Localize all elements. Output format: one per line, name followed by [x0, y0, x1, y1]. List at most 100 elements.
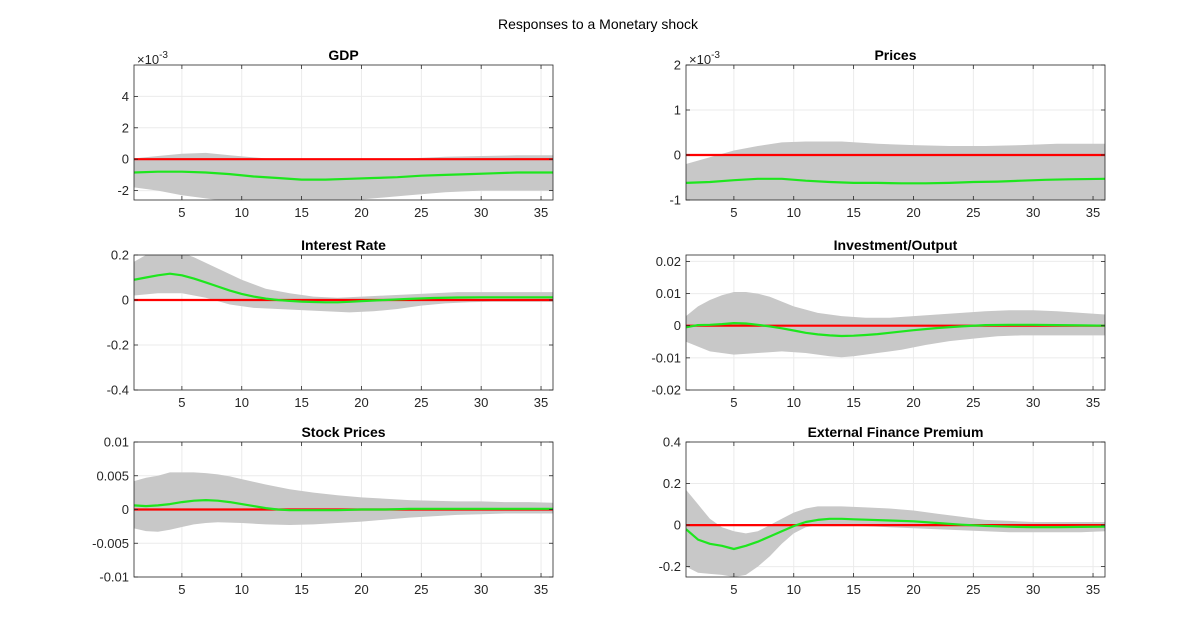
axes-box — [133, 254, 554, 391]
exponent-base: ×10 — [689, 52, 711, 67]
impulse-response-line — [686, 322, 1105, 338]
y-tick-label: 0.005 — [96, 468, 129, 483]
y-tick-label: 1 — [674, 103, 681, 118]
y-tick-label: 0 — [122, 152, 129, 167]
x-tick-label: 35 — [1086, 395, 1100, 410]
x-tick-label: 25 — [966, 395, 980, 410]
y-tick-label: -0.2 — [107, 338, 129, 353]
confidence-band — [134, 152, 553, 200]
x-tick-label: 10 — [787, 582, 801, 597]
y-tick-label: 0 — [674, 518, 681, 533]
x-tick-label: 15 — [846, 395, 860, 410]
exponent-power: -3 — [711, 50, 720, 61]
panel-prices: 5 10 15 20 25 30 35 -1 0 1 2 Prices ×10-3 — [669, 47, 1106, 220]
y-tick-label: 0.4 — [663, 435, 681, 450]
x-tick-label: 35 — [1086, 582, 1100, 597]
x-tick-label: 30 — [1026, 205, 1040, 220]
exponent-power: -3 — [159, 50, 168, 61]
impulse-response-line — [134, 272, 553, 304]
exponent-label: ×10-3 — [137, 50, 168, 67]
y-tick-label: 0 — [674, 318, 681, 333]
y-tick-label: 4 — [122, 89, 129, 104]
y-tick-label: 0.2 — [663, 476, 681, 491]
x-tick-label: 5 — [730, 582, 737, 597]
y-tick-label: -0.005 — [92, 536, 129, 551]
impulse-response-line — [686, 517, 1105, 551]
panel-title: Stock Prices — [301, 424, 385, 440]
y-tick-label: 0 — [122, 502, 129, 517]
panel-title: Interest Rate — [301, 237, 386, 253]
panel-external-finance-premium: 5 10 15 20 25 30 35 -0.2 0 0.2 0.4 External Finance… — [659, 424, 1106, 597]
x-tick-label: 20 — [906, 205, 920, 220]
axes-box — [685, 64, 1106, 201]
panel-title: External Finance Premium — [808, 424, 984, 440]
panel-gdp: 5 10 15 20 25 30 35 -2 0 2 4 GDP ×10-3 — [117, 47, 554, 220]
axes-box — [685, 441, 1106, 578]
y-tick-label: -0.01 — [651, 350, 681, 365]
y-tick-label: 2 — [674, 58, 681, 73]
x-tick-label: 5 — [178, 582, 185, 597]
x-tick-label: 35 — [534, 582, 548, 597]
x-tick-label: 25 — [414, 205, 428, 220]
x-tick-label: 15 — [294, 582, 308, 597]
axes-box — [685, 254, 1106, 391]
plot-layer — [134, 152, 553, 200]
axes-box — [133, 64, 554, 201]
x-tick-label: 15 — [846, 582, 860, 597]
impulse-response-line — [686, 177, 1105, 185]
y-tick-label: 0.01 — [656, 286, 681, 301]
x-tick-label: 5 — [178, 395, 185, 410]
x-tick-label: 30 — [474, 395, 488, 410]
y-tick-label: -0.02 — [651, 383, 681, 398]
x-tick-label: 30 — [474, 582, 488, 597]
y-tick-label: -1 — [669, 193, 681, 208]
x-tick-label: 10 — [787, 205, 801, 220]
x-tick-label: 20 — [906, 395, 920, 410]
plot-layer — [686, 292, 1105, 358]
panel-title: Prices — [874, 47, 916, 63]
x-tick-label: 30 — [1026, 582, 1040, 597]
x-tick-label: 25 — [966, 205, 980, 220]
y-tick-label: 0.2 — [111, 248, 129, 263]
x-tick-label: 30 — [474, 205, 488, 220]
x-tick-label: 20 — [354, 395, 368, 410]
y-tick-label: 2 — [122, 120, 129, 135]
x-tick-label: 35 — [534, 205, 548, 220]
figure-title: Responses to a Monetary shock — [498, 16, 699, 32]
x-tick-label: 10 — [235, 205, 249, 220]
panel-title: Investment/Output — [834, 237, 958, 253]
x-tick-label: 5 — [730, 395, 737, 410]
y-tick-label: 0 — [122, 293, 129, 308]
impulse-response-line — [134, 170, 553, 181]
y-tick-label: -2 — [117, 183, 129, 198]
plot-layer — [134, 472, 553, 532]
panel-investment-output: 5 10 15 20 25 30 35 -0.02 -0.01 0 0.01 0.02 Investme… — [651, 237, 1106, 410]
exponent-label: ×10-3 — [689, 50, 720, 67]
x-tick-label: 25 — [414, 395, 428, 410]
y-tick-label: -0.2 — [659, 559, 681, 574]
plot-layer — [686, 141, 1105, 200]
panel-title: GDP — [328, 47, 358, 63]
x-tick-label: 10 — [235, 395, 249, 410]
panel-interest-rate: 5 10 15 20 25 30 35 -0.4 -0.2 0 0.2 Interest Rate — [107, 237, 554, 410]
x-tick-label: 25 — [414, 582, 428, 597]
y-tick-label: -0.01 — [99, 570, 129, 585]
x-tick-label: 20 — [354, 205, 368, 220]
x-tick-label: 15 — [294, 205, 308, 220]
y-tick-label: -0.4 — [107, 383, 129, 398]
x-tick-label: 20 — [906, 582, 920, 597]
impulse-response-line — [134, 499, 553, 512]
x-tick-label: 5 — [730, 205, 737, 220]
exponent-base: ×10 — [137, 52, 159, 67]
x-tick-label: 15 — [846, 205, 860, 220]
y-tick-label: 0 — [674, 148, 681, 163]
x-tick-label: 10 — [787, 395, 801, 410]
x-tick-label: 25 — [966, 582, 980, 597]
x-tick-label: 5 — [178, 205, 185, 220]
confidence-band — [134, 472, 553, 532]
x-tick-label: 10 — [235, 582, 249, 597]
confidence-band — [686, 489, 1105, 577]
panel-stock-prices: 5 10 15 20 25 30 35 -0.01 -0.005 0 0.005 0.01 Stock … — [92, 424, 554, 597]
